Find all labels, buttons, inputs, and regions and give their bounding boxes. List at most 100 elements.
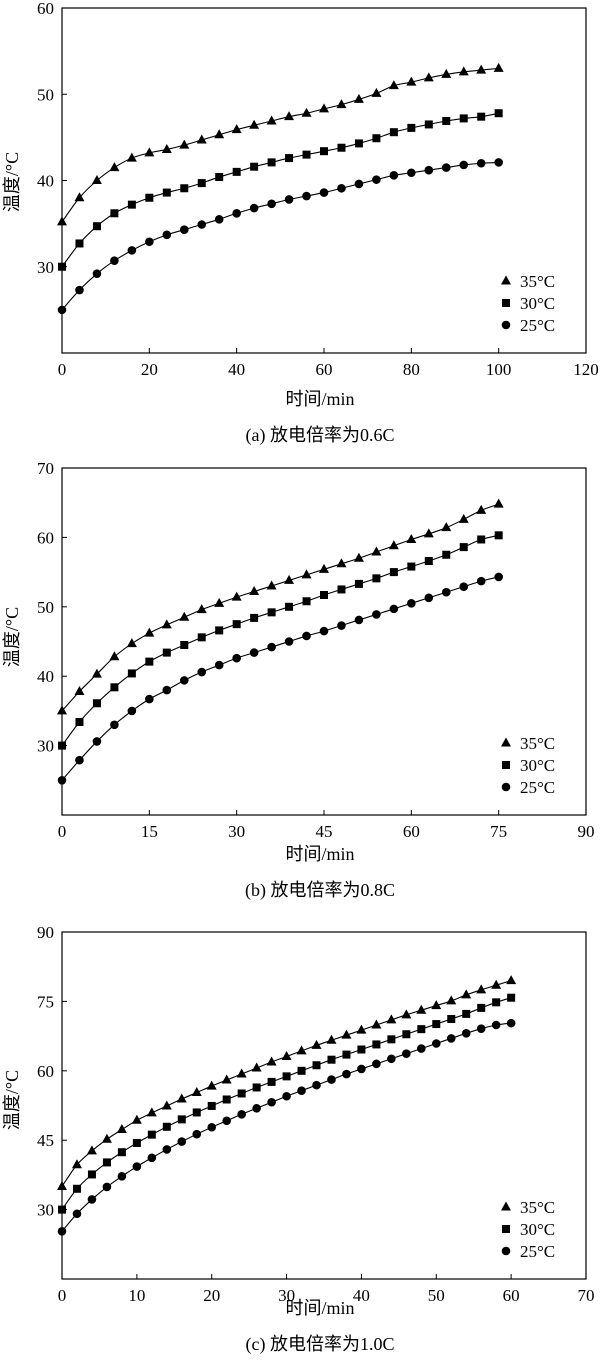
chart-c-series-25-point xyxy=(446,1034,456,1043)
chart-a-series-35-point xyxy=(179,139,190,149)
chart-a-series-30-point xyxy=(197,179,206,188)
chart-c-series-30-point xyxy=(72,1184,81,1193)
chart-c-series-25-point xyxy=(506,1018,516,1028)
chart-c-series-35-point xyxy=(371,1019,382,1029)
chart-a-series-35-point xyxy=(231,124,242,134)
chart-c-series-35-point xyxy=(116,1124,127,1134)
chart-a-series-35-point xyxy=(284,111,295,121)
chart-a-series-30-point xyxy=(459,114,468,123)
chart-b-legend-marker-30 xyxy=(502,761,510,769)
chart-b-series-30-point xyxy=(75,718,84,727)
chart-b-x-tick-label: 30 xyxy=(228,822,245,841)
chart-c-series-25-point xyxy=(342,1069,351,1079)
chart-b-series-35-point xyxy=(353,552,364,562)
chart-c-series-30-point xyxy=(132,1138,141,1147)
chart-c-x-tick-label: 20 xyxy=(203,1286,220,1305)
chart-c-series-35-point xyxy=(266,1056,277,1066)
chart-c-series-25-point xyxy=(297,1086,306,1095)
chart-panel-a: 0 20 40 60 80 100 120 30 40 50 60 35°C 30°C 25°C 时间/m… xyxy=(0,0,600,455)
chart-a-series-30-point xyxy=(285,154,294,163)
chart-a-series-25-point xyxy=(459,160,469,170)
chart-a-series-25-point xyxy=(372,175,381,184)
chart-a-series-35-point xyxy=(476,64,487,74)
chart-c-series-35-point xyxy=(206,1080,217,1090)
chart-a-series-35-point xyxy=(266,115,277,125)
chart-b-series-35-point xyxy=(388,540,399,550)
chart-a-series-25-point xyxy=(162,230,172,240)
chart-c-y-tick-label: 30 xyxy=(37,1201,54,1220)
chart-b-series-25-point xyxy=(302,631,311,641)
chart-a-x-tick-label: 80 xyxy=(403,360,420,379)
chart-b-series-35-point xyxy=(441,522,452,532)
chart-b-series-25-point xyxy=(459,582,469,591)
chart-b-y-tick-label: 40 xyxy=(37,667,54,686)
chart-c-series-35-point xyxy=(401,1009,412,1019)
chart-b-y-tick-label: 30 xyxy=(37,737,54,756)
chart-b-series-30-point xyxy=(424,556,433,565)
chart-c-series-30-point xyxy=(237,1089,246,1098)
chart-a-x-tick-label: 20 xyxy=(141,360,158,379)
chart-a-series-25-point xyxy=(249,203,259,213)
chart-a-series-35-point xyxy=(74,192,85,202)
chart-b-series-30-point xyxy=(197,633,206,642)
chart-c-series-25-point xyxy=(402,1049,411,1058)
chart-c-series-30-point xyxy=(58,1205,66,1214)
chart-c-series-35-point xyxy=(416,1004,427,1014)
chart-c-series-25-point xyxy=(431,1039,441,1048)
chart-b-series-35-point xyxy=(249,586,260,596)
chart-a-series-25-point xyxy=(354,179,364,189)
chart-c-legend-label-30: 30°C xyxy=(520,1220,555,1239)
chart-c-series-30-point xyxy=(177,1115,186,1124)
chart-a-y-tick-label: 60 xyxy=(37,0,54,18)
chart-a-series-30-point xyxy=(162,188,171,197)
chart-c-series-30-point xyxy=(492,998,501,1007)
chart-c-series-30-point xyxy=(372,1040,381,1049)
chart-a-series-25-point xyxy=(424,165,434,175)
chart-a-series-35-point xyxy=(493,62,504,72)
chart-c-series-25-point xyxy=(222,1116,231,1126)
chart-c-series-25-point xyxy=(192,1129,202,1139)
chart-c-series-25-point xyxy=(132,1162,142,1171)
chart-b-series-30-point xyxy=(92,699,101,708)
chart-a-series-25-point xyxy=(197,220,207,229)
chart-b-legend-marker-35 xyxy=(501,737,511,747)
chart-c-series-25-point xyxy=(177,1137,187,1146)
chart-c-series-25-point xyxy=(476,1024,486,1033)
chart-b-series-25-point xyxy=(354,615,364,625)
chart-a-series-30-point xyxy=(320,147,328,156)
chart-c-series-25-point xyxy=(282,1091,291,1101)
chart-c-x-tick-label: 0 xyxy=(58,1286,67,1305)
chart-a-series-25-point xyxy=(319,188,329,197)
chart-c-series-35-point xyxy=(476,984,487,994)
chart-c-series-25-point xyxy=(357,1064,366,1074)
chart-c-series-25-point xyxy=(57,1227,67,1236)
chart-c-series-25-point xyxy=(461,1029,471,1038)
chart-c-marks: 0 10 20 30 40 50 60 70 30 45 60 75 90 35°C 30°C 25°C xyxy=(37,923,595,1305)
chart-a-legend-marker-35 xyxy=(501,275,511,285)
chart-c-series-35-point xyxy=(431,1000,442,1010)
chart-b-series-25-point xyxy=(407,599,416,608)
chart-b-series-30-point xyxy=(407,562,416,571)
chart-c-series-35-point xyxy=(491,979,502,989)
chart-b-series-35-point xyxy=(109,651,120,661)
chart-c-y-tick-label: 60 xyxy=(37,1062,54,1081)
chart-a-series-30-point xyxy=(477,112,486,121)
chart-a-series-30-point xyxy=(110,209,119,218)
chart-b-series-30-point xyxy=(58,741,66,750)
chart-b-series-25-point xyxy=(319,626,329,636)
chart-a-x-tick-label: 120 xyxy=(573,360,599,379)
chart-a-series-30-point xyxy=(58,262,66,271)
chart-b-series-30-point xyxy=(302,597,311,606)
chart-a-series-30-point xyxy=(92,222,101,231)
chart-c-series-25-point xyxy=(491,1020,501,1030)
chart-a-legend-label-30: 30°C xyxy=(520,294,555,313)
chart-c-series-35-point xyxy=(191,1087,202,1097)
chart-b-svg: 0 15 30 45 60 75 90 30 40 50 60 70 35°C 30°C 25°C 时间/m… xyxy=(2,459,595,901)
chart-b-series-25-point xyxy=(162,685,172,695)
chart-b-series-30-point xyxy=(354,579,363,588)
chart-b-series-25-point xyxy=(127,706,137,716)
chart-a-series-30-line xyxy=(61,112,499,268)
chart-a-series-35-point xyxy=(336,99,347,109)
chart-a-x-tick-label: 40 xyxy=(228,360,245,379)
chart-a-series-30-point xyxy=(424,120,433,129)
